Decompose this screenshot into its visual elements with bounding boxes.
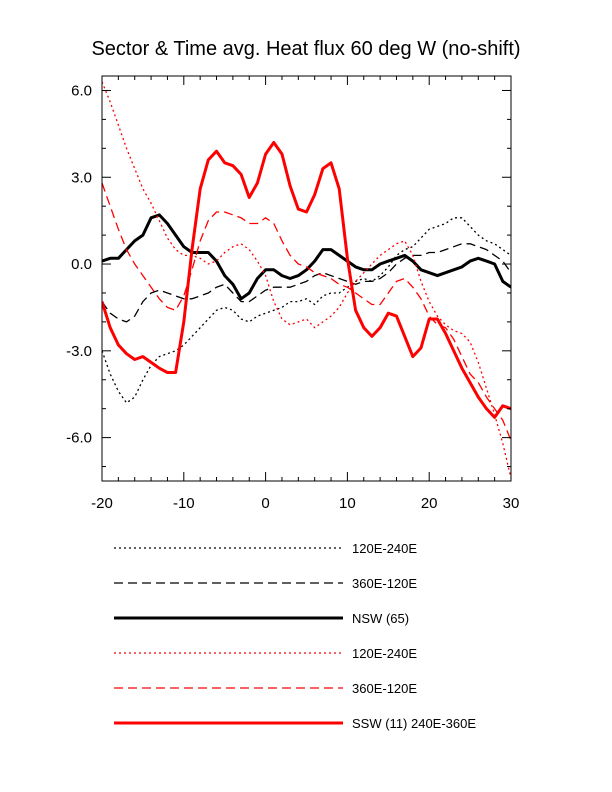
y-tick-label: -6.0 <box>66 430 92 447</box>
x-tick-label: 30 <box>503 495 520 512</box>
y-tick-label: -3.0 <box>66 343 92 360</box>
legend-label-1: 120E-240E <box>352 541 417 556</box>
axes-layer: -20 -10 0 10 20 30 6.0 3.0 0.0 -3.0 -6.0 <box>66 76 519 512</box>
legend: 120E-240E 360E-120E NSW (65) 120E-240E 360E-… <box>114 541 476 731</box>
x-tick-label: 10 <box>339 495 356 512</box>
series-line-3 <box>102 213 511 301</box>
y-tick-label: 0.0 <box>71 256 92 273</box>
legend-label-6: SSW (11) 240E-360E <box>352 716 476 731</box>
legend-label-2: 360E-120E <box>352 576 417 591</box>
series-line-4 <box>102 81 511 479</box>
series-line-5 <box>102 182 511 441</box>
series-line-6 <box>102 141 511 419</box>
legend-label-4: 120E-240E <box>352 646 417 661</box>
y-tick-label: 3.0 <box>71 169 92 186</box>
series-layer <box>102 81 511 479</box>
chart-title: Sector & Time avg. Heat flux 60 deg W (n… <box>91 38 520 60</box>
legend-label-3: NSW (65) <box>352 611 409 626</box>
y-tick-label: 6.0 <box>71 82 92 99</box>
x-tick-label: 0 <box>261 495 269 512</box>
x-tick-label: -20 <box>91 495 113 512</box>
series-line-1 <box>102 217 511 404</box>
legend-label-5: 360E-120E <box>352 681 417 696</box>
x-tick-label: -10 <box>173 495 195 512</box>
series-line-2 <box>102 243 511 323</box>
x-tick-label: 20 <box>421 495 438 512</box>
plot-frame <box>101 75 512 482</box>
